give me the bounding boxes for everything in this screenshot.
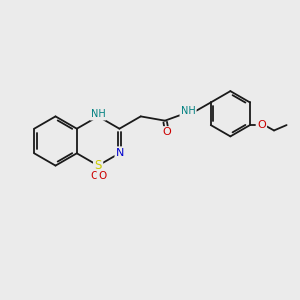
Text: S: S (94, 159, 102, 172)
Text: NH: NH (91, 109, 106, 119)
Text: O: O (98, 171, 106, 181)
Text: O: O (163, 128, 171, 137)
Text: O: O (257, 120, 266, 130)
Text: O: O (90, 171, 98, 181)
Text: N: N (116, 148, 124, 158)
Text: NH: NH (181, 106, 195, 116)
